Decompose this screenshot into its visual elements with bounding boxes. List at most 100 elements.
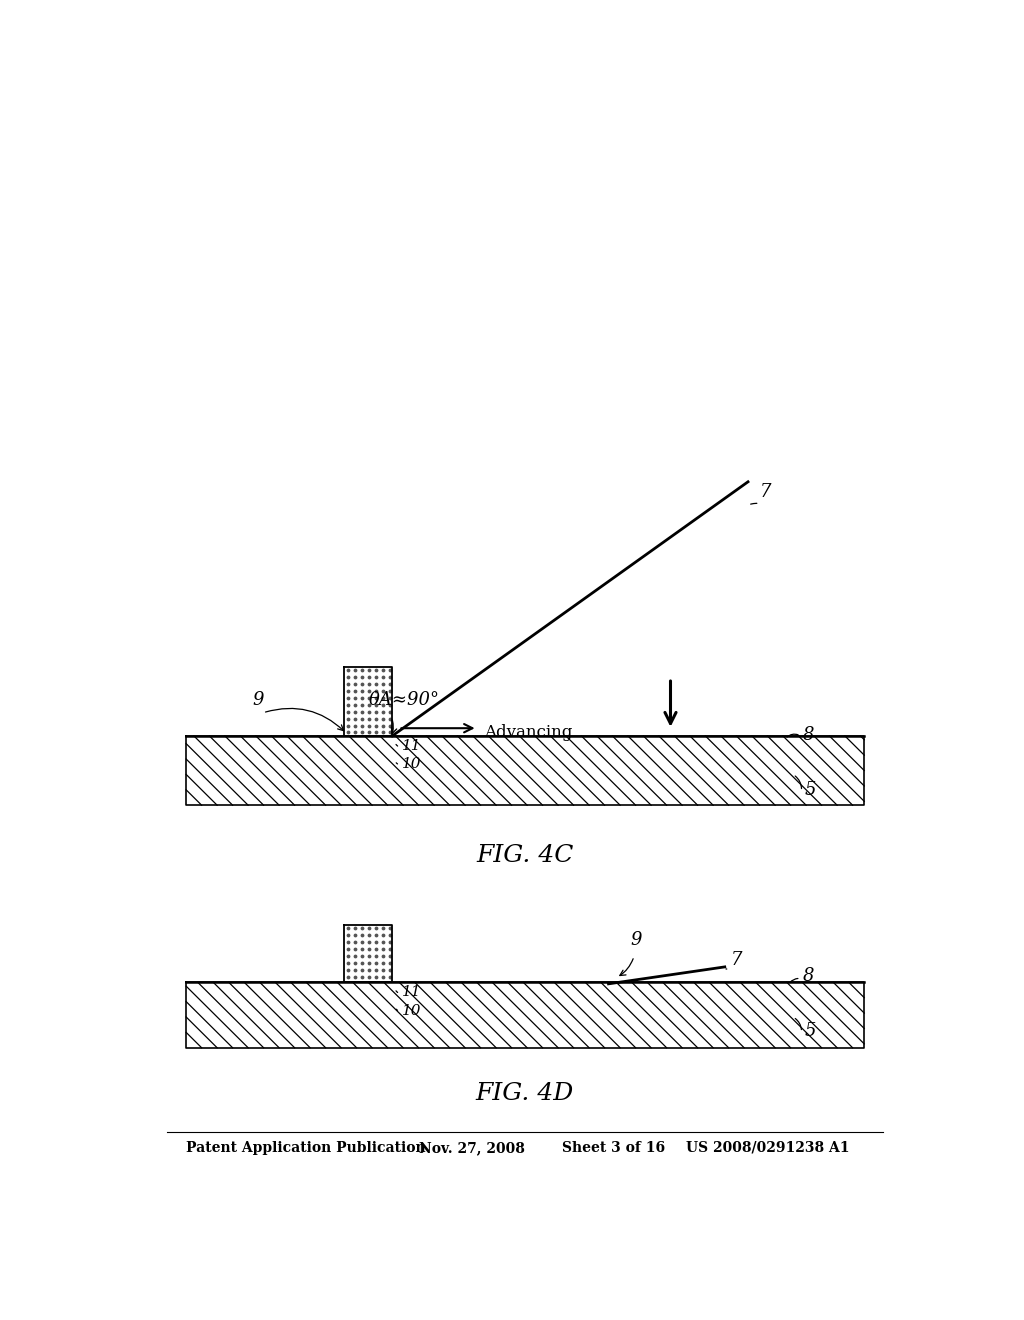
Point (346, 701, 362, 722)
Point (353, 945, 370, 966)
Point (340, 945, 356, 966)
Point (381, 924, 397, 945)
Point (381, 960, 397, 981)
Point (340, 960, 356, 981)
Point (360, 917, 377, 939)
Point (346, 660, 362, 681)
Point (360, 939, 377, 960)
Text: Sheet 3 of 16: Sheet 3 of 16 (562, 1140, 666, 1155)
Point (381, 667, 397, 688)
Text: 11: 11 (401, 985, 421, 999)
Point (340, 952, 356, 973)
Point (340, 660, 356, 681)
Point (375, 722, 391, 743)
Point (340, 680, 356, 701)
Point (375, 680, 391, 701)
Point (346, 966, 362, 987)
Point (375, 667, 391, 688)
Text: 8: 8 (802, 966, 814, 985)
Point (346, 939, 362, 960)
Point (346, 945, 362, 966)
Point (353, 952, 370, 973)
Point (360, 688, 377, 709)
Text: Nov. 27, 2008: Nov. 27, 2008 (419, 1140, 524, 1155)
Point (360, 694, 377, 715)
Text: 5: 5 (805, 781, 816, 799)
Point (353, 715, 370, 737)
Point (375, 945, 391, 966)
Point (360, 680, 377, 701)
Point (368, 688, 384, 709)
Point (353, 924, 370, 945)
Point (340, 701, 356, 722)
Point (375, 701, 391, 722)
Point (346, 917, 362, 939)
Text: 9: 9 (252, 692, 263, 709)
Point (368, 945, 384, 966)
Point (375, 966, 391, 987)
Text: θA≈90°: θA≈90° (369, 690, 439, 709)
Point (368, 701, 384, 722)
Point (360, 701, 377, 722)
Point (368, 673, 384, 694)
Point (381, 680, 397, 701)
Point (353, 917, 370, 939)
Point (368, 960, 384, 981)
Point (353, 660, 370, 681)
Point (368, 932, 384, 953)
Point (368, 680, 384, 701)
Text: 9: 9 (630, 932, 642, 949)
Point (368, 924, 384, 945)
Point (360, 667, 377, 688)
Point (346, 688, 362, 709)
Point (353, 708, 370, 729)
Point (346, 708, 362, 729)
Point (353, 701, 370, 722)
Point (368, 694, 384, 715)
Point (340, 722, 356, 743)
Point (340, 966, 356, 987)
Point (381, 917, 397, 939)
Text: FIG. 4D: FIG. 4D (476, 1082, 573, 1105)
Point (346, 680, 362, 701)
Text: Advancing: Advancing (483, 725, 572, 742)
Point (381, 715, 397, 737)
Point (353, 688, 370, 709)
Point (340, 932, 356, 953)
Text: 10: 10 (401, 1003, 421, 1018)
Point (375, 708, 391, 729)
Text: US 2008/0291238 A1: US 2008/0291238 A1 (686, 1140, 850, 1155)
Point (368, 667, 384, 688)
Point (360, 945, 377, 966)
Point (360, 932, 377, 953)
Point (346, 722, 362, 743)
Point (375, 924, 391, 945)
Point (353, 680, 370, 701)
Point (353, 673, 370, 694)
Point (353, 966, 370, 987)
Point (340, 917, 356, 939)
Point (381, 939, 397, 960)
Point (381, 694, 397, 715)
Point (381, 701, 397, 722)
Point (346, 932, 362, 953)
Point (346, 952, 362, 973)
Text: 5: 5 (805, 1022, 816, 1040)
Text: FIG. 4C: FIG. 4C (476, 843, 573, 867)
Point (381, 932, 397, 953)
Point (340, 667, 356, 688)
Point (381, 660, 397, 681)
Point (340, 688, 356, 709)
Point (346, 715, 362, 737)
Point (368, 708, 384, 729)
Point (381, 945, 397, 966)
Point (381, 708, 397, 729)
Point (375, 960, 391, 981)
Point (368, 939, 384, 960)
Point (340, 708, 356, 729)
Text: 7: 7 (731, 952, 742, 969)
Point (381, 673, 397, 694)
Point (375, 932, 391, 953)
Point (360, 924, 377, 945)
Point (353, 667, 370, 688)
